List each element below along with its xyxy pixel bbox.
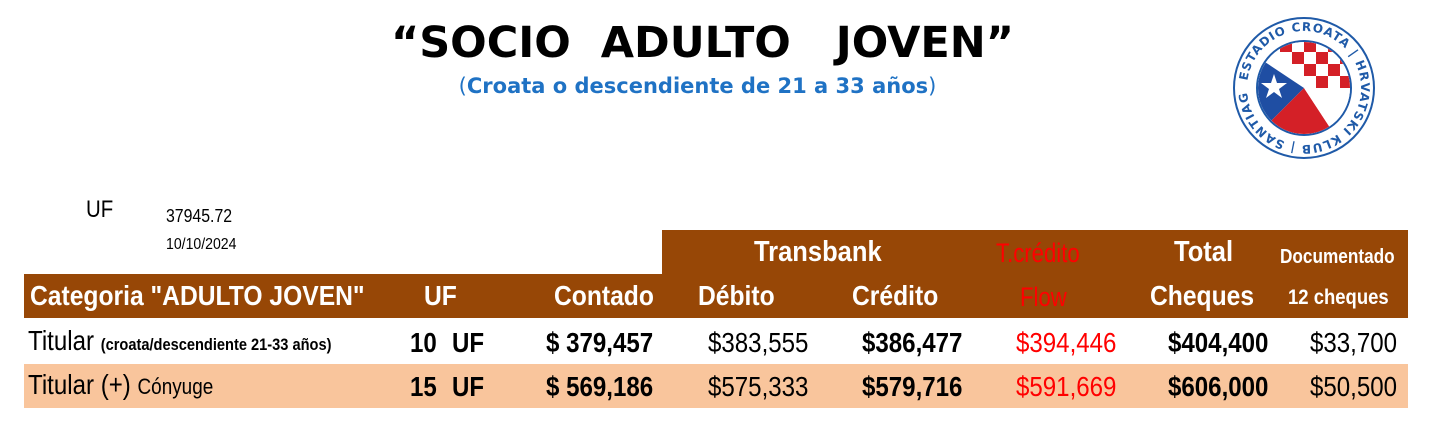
row1-cheques: $404,400 bbox=[1168, 327, 1269, 358]
row1-contado: $ 379,457 bbox=[546, 327, 654, 358]
header-tcredito: T.crédito bbox=[996, 238, 1080, 268]
header-transbank: Transbank bbox=[754, 236, 882, 268]
page-title: “SOCIO ADULTO JOVEN” bbox=[390, 18, 1015, 68]
header-debito: Débito bbox=[698, 280, 775, 311]
header-band-main bbox=[24, 274, 1408, 318]
row2-credito: $579,716 bbox=[862, 371, 963, 402]
row2-uf-num: 15 bbox=[410, 371, 437, 402]
row2-flow: $591,669 bbox=[1016, 371, 1117, 402]
uf-value: 37945.72 bbox=[166, 206, 233, 226]
row2-uf-unit: UF bbox=[452, 371, 485, 402]
uf-date: 10/10/2024 bbox=[166, 236, 237, 253]
subtitle-open-paren: ( bbox=[458, 74, 467, 98]
row2-detail: Cónyuge bbox=[137, 374, 214, 399]
row1-uf-unit: UF bbox=[452, 327, 485, 358]
row2-debito: $575,333 bbox=[708, 371, 809, 402]
header-total: Total bbox=[1174, 236, 1234, 268]
subtitle-text: Croata o descendiente de 21 a 33 años bbox=[466, 74, 929, 98]
row1-detail: (croata/descendiente 21-33 años) bbox=[100, 335, 332, 354]
row2-contado: $ 569,186 bbox=[546, 371, 654, 402]
header-12-cheques: 12 cheques bbox=[1288, 286, 1389, 309]
subtitle-close-paren: ) bbox=[928, 74, 937, 98]
header-uf: UF bbox=[424, 280, 457, 311]
header-categoria: Categoria "ADULTO JOVEN" bbox=[30, 280, 365, 311]
header-band-top bbox=[662, 230, 1408, 274]
row2-titular: Titular (+) Cónyuge bbox=[28, 369, 213, 401]
row1-debito: $383,555 bbox=[708, 327, 809, 358]
row1-credito: $386,477 bbox=[862, 327, 963, 358]
header-documentado: Documentado bbox=[1280, 246, 1395, 268]
table-row bbox=[24, 364, 1408, 408]
header-credito: Crédito bbox=[852, 280, 939, 311]
header-flow: Flow bbox=[1020, 282, 1067, 312]
header-cheques: Cheques bbox=[1150, 280, 1255, 311]
uf-label: UF bbox=[86, 196, 114, 223]
page-subtitle: (Croata o descendiente de 21 a 33 años) bbox=[0, 74, 1395, 98]
row2-cheques: $606,000 bbox=[1168, 371, 1269, 402]
header-contado: Contado bbox=[554, 280, 654, 311]
table-row bbox=[24, 320, 1408, 364]
row1-12-cheques: $33,700 bbox=[1310, 327, 1398, 358]
row1-titular: Titular (croata/descendiente 21-33 años) bbox=[28, 325, 331, 357]
row1-flow: $394,446 bbox=[1016, 327, 1117, 358]
row1-titular-label: Titular bbox=[28, 325, 95, 356]
estadio-croata-logo: ESTADIO CROATA | HRVATSKI KLUB | SANTIAG… bbox=[1232, 16, 1375, 159]
row2-12-cheques: $50,500 bbox=[1310, 371, 1398, 402]
row2-titular-label: Titular (+) bbox=[28, 369, 131, 400]
row1-uf-num: 10 bbox=[410, 327, 437, 358]
